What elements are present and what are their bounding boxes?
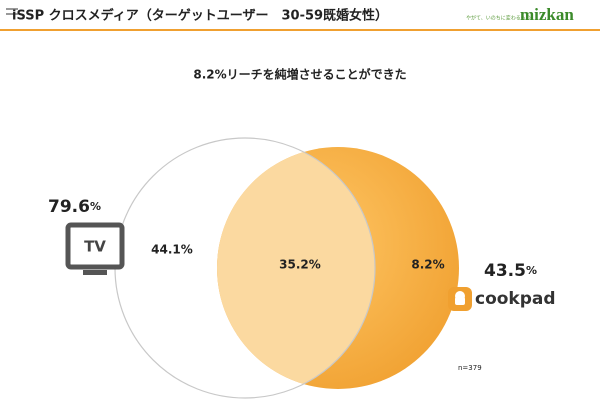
- cookpad-only-label: 8.2%: [411, 258, 444, 272]
- tagline: やがて、いのちに変わるもの。: [466, 15, 536, 22]
- cookpad-icon-hat-top: [455, 291, 465, 301]
- tv-total-value: 79.6: [48, 197, 90, 217]
- header-icon: [6, 8, 18, 10]
- tv-total-unit: %: [90, 200, 101, 213]
- overlap-label: 35.2%: [279, 258, 321, 272]
- cookpad-total-unit: %: [526, 264, 537, 277]
- header-title: iSSP クロスメディア（ターゲットユーザー 30-59既婚女性）: [12, 8, 388, 24]
- header: iSSP クロスメディア（ターゲットユーザー 30-59既婚女性） やがて、いの…: [0, 5, 600, 31]
- cookpad-group: 43.5% cookpad: [448, 261, 556, 311]
- tv-icon-label: TV: [84, 238, 106, 256]
- cookpad-total-value: 43.5: [484, 261, 526, 281]
- cookpad-total: 43.5%: [484, 261, 537, 281]
- tv-icon: [65, 222, 125, 270]
- tv-stand: [83, 270, 107, 275]
- tv-total: 79.6%: [48, 197, 101, 217]
- tv-group: 79.6% TV: [48, 197, 125, 275]
- overlap-region: [217, 147, 375, 389]
- tv-only-label: 44.1%: [151, 243, 193, 257]
- subtitle: 8.2%リーチを純増させることができた: [193, 67, 406, 82]
- sample-size: n=379: [458, 364, 482, 372]
- venn: 44.1% 35.2% 8.2%: [114, 137, 459, 399]
- brand-logo: mizkan: [520, 5, 574, 24]
- header-icon: [6, 13, 18, 15]
- cookpad-logo: cookpad: [475, 289, 556, 309]
